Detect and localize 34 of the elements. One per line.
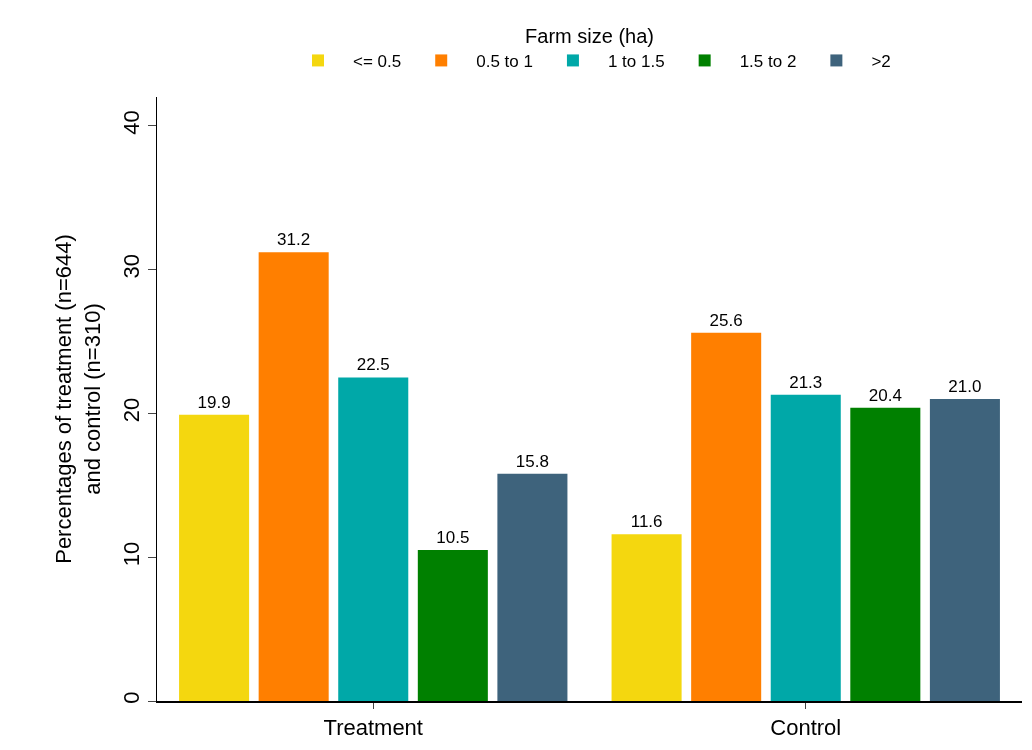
data-label: 11.6 bbox=[630, 512, 663, 532]
bar bbox=[850, 407, 921, 701]
bar bbox=[770, 394, 841, 701]
legend-label: 0.5 to 1 bbox=[476, 52, 533, 72]
x-tick-label: Treatment bbox=[323, 715, 423, 741]
bar bbox=[179, 414, 250, 701]
legend-label: <= 0.5 bbox=[353, 52, 402, 72]
data-label: 20.4 bbox=[868, 385, 902, 405]
bar bbox=[497, 473, 568, 701]
y-tick-label: 30 bbox=[119, 254, 145, 279]
data-label: 10.5 bbox=[436, 528, 470, 547]
x-tick-label: Control bbox=[770, 715, 842, 741]
data-label: 15.8 bbox=[515, 451, 549, 471]
bar bbox=[611, 534, 682, 701]
data-label: 19.9 bbox=[197, 392, 231, 412]
y-tick-label: 0 bbox=[119, 691, 145, 704]
data-label: 31.2 bbox=[277, 230, 311, 250]
bar bbox=[417, 550, 488, 701]
bar bbox=[258, 252, 329, 701]
data-label: 22.5 bbox=[356, 355, 390, 375]
y-tick-label: 10 bbox=[119, 541, 145, 567]
legend-label: >2 bbox=[871, 52, 891, 72]
legend-label: 1.5 to 2 bbox=[739, 52, 797, 72]
y-tick-label: 40 bbox=[119, 110, 145, 135]
legend-title: Farm size (ha) bbox=[525, 24, 654, 47]
y-tick-label: 20 bbox=[119, 397, 145, 423]
bar bbox=[691, 332, 762, 701]
bar bbox=[929, 399, 1000, 701]
data-label: 21.0 bbox=[948, 377, 982, 396]
bar bbox=[338, 377, 409, 701]
y-axis-title: Percentages of treatment (n=644) and control (n=310) bbox=[51, 234, 105, 564]
data-label: 25.6 bbox=[709, 310, 743, 330]
data-label: 21.3 bbox=[789, 372, 823, 392]
legend-label: 1 to 1.5 bbox=[607, 52, 665, 72]
